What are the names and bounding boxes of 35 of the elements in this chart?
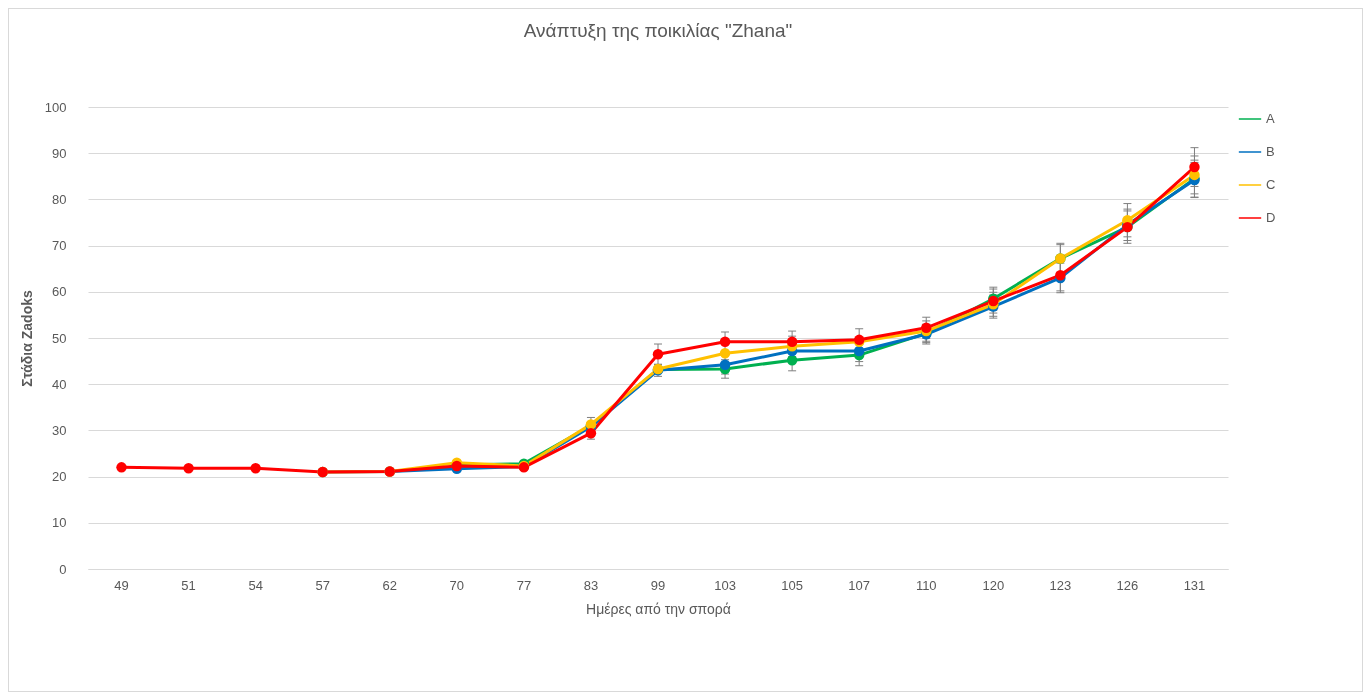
y-tick-label: 30 (52, 422, 67, 438)
y-tick-label: 80 (52, 191, 67, 207)
x-tick-label: 103 (714, 577, 736, 593)
x-tick-label: 110 (915, 577, 937, 593)
x-tick-label: 123 (1049, 577, 1072, 593)
y-tick-label: 40 (52, 376, 67, 392)
x-tick-label: 83 (583, 577, 599, 593)
x-tick-label: 131 (1183, 577, 1206, 593)
x-tick-label: 49 (114, 577, 129, 593)
x-tick-label: 126 (1116, 577, 1139, 593)
x-tick-label: 105 (781, 577, 803, 593)
x-tick-label: 70 (449, 577, 465, 593)
y-tick-label: 60 (52, 284, 67, 300)
y-tick-label: 20 (52, 469, 67, 485)
y-axis-title: Στάδια Zadoks (18, 290, 35, 387)
x-tick-label: 120 (982, 577, 1005, 593)
legend-label: C (1266, 177, 1276, 192)
x-tick-label: 62 (382, 577, 397, 593)
y-tick-label: 0 (59, 561, 67, 577)
chart-title: Ανάπτυξη της ποικιλίας "Zhana" (523, 20, 793, 41)
legend-label: D (1266, 210, 1276, 225)
y-tick-label: 10 (52, 515, 67, 531)
legend-label: B (1266, 144, 1275, 159)
x-tick-label: 57 (315, 577, 330, 593)
y-tick-label: 90 (52, 145, 67, 161)
x-tick-label: 77 (516, 577, 532, 593)
x-tick-label: 99 (650, 577, 666, 593)
x-tick-label: 107 (848, 577, 871, 593)
x-tick-label: 54 (248, 577, 263, 593)
y-tick-label: 70 (52, 238, 67, 254)
y-tick-label: 50 (52, 330, 67, 346)
y-tick-label: 100 (44, 99, 67, 115)
x-tick-label: 51 (181, 577, 196, 593)
x-axis-title: Ημέρες από την σπορά (586, 600, 731, 617)
legend-label: A (1266, 111, 1275, 126)
